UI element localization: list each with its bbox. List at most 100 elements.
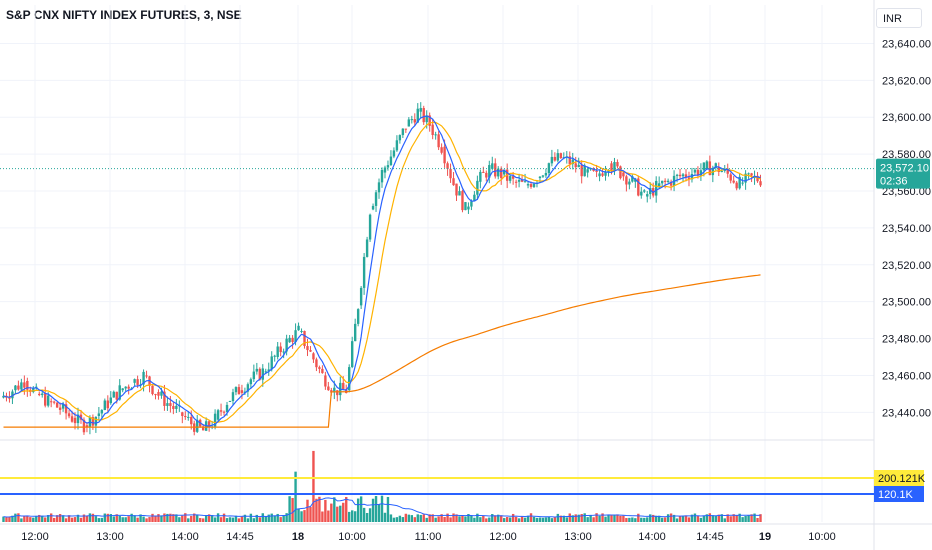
candle-down: [85, 425, 89, 428]
candle-down: [82, 419, 86, 433]
candle-up: [657, 183, 661, 188]
candle-up: [243, 391, 247, 393]
volume-bar-down: [148, 517, 151, 522]
currency-selector[interactable]: INR: [876, 8, 922, 28]
time-tick-label: 11:00: [415, 531, 442, 543]
volume-bar-down: [514, 516, 518, 522]
candle-down: [26, 380, 29, 390]
volume-bar-up: [383, 512, 387, 522]
volume-bar-down: [505, 516, 509, 522]
candle-up: [276, 346, 279, 357]
volume-bar-down: [127, 516, 130, 522]
candle-up: [386, 165, 390, 168]
candle-up: [374, 192, 378, 206]
volume-bar-up: [196, 514, 199, 522]
volume-bar-up: [178, 517, 181, 522]
volume-bar-down: [136, 517, 139, 522]
candle-up: [720, 170, 723, 172]
volume-level-label: 120.1K: [878, 489, 914, 501]
candle-down: [79, 414, 83, 420]
candle-down: [729, 174, 732, 181]
candle-up: [479, 171, 482, 182]
candle-up: [571, 159, 574, 165]
candle-up: [94, 416, 98, 426]
candle-down: [482, 171, 485, 173]
candle-up: [419, 108, 422, 112]
volume-bar-down: [67, 515, 71, 522]
candle-down: [428, 115, 431, 126]
volume-bar-down: [82, 514, 86, 522]
candle-up: [714, 163, 718, 168]
candle-down: [342, 382, 345, 390]
volume-bar-up: [285, 513, 288, 522]
volume-bar-up: [61, 515, 65, 522]
candle-down: [494, 163, 497, 177]
volume-bar-down: [461, 515, 464, 522]
candle-up: [216, 410, 220, 420]
volume-bar-down: [580, 514, 583, 522]
volume-bar-up: [589, 514, 592, 522]
volume-bar-up: [359, 496, 363, 522]
time-tick-label: 13:00: [96, 531, 124, 543]
volume-bar-up: [416, 514, 419, 522]
volume-bar-down: [553, 517, 557, 522]
candle-up: [502, 169, 506, 175]
volume-bar-up: [738, 513, 741, 522]
volume-bar-down: [500, 515, 503, 522]
candle-up: [634, 178, 637, 182]
volume-bar-up: [246, 518, 250, 522]
volume-bar-up: [467, 514, 470, 522]
volume-bar-up: [398, 515, 402, 522]
volume-bar-up: [649, 514, 652, 522]
volume-bar-up: [753, 513, 756, 522]
volume-bar-up: [479, 517, 482, 522]
candle-up: [628, 181, 631, 185]
volume-bar-down: [258, 517, 262, 522]
volume-bar-up: [270, 513, 273, 522]
candle-down: [625, 176, 628, 185]
candle-down: [327, 386, 330, 391]
candle-up: [646, 194, 649, 197]
candle-down: [595, 170, 598, 172]
candle-up: [613, 162, 616, 172]
volume-bar-down: [193, 513, 196, 522]
volume-bar-down: [145, 518, 148, 522]
candle-up: [550, 156, 554, 164]
volume-bar-down: [637, 513, 640, 522]
volume-bar-up: [386, 496, 390, 522]
candle-down: [404, 128, 408, 130]
volume-bar-up: [88, 513, 92, 522]
candle-up: [300, 330, 303, 332]
time-tick-label: 14:00: [638, 531, 666, 543]
volume-bar-down: [717, 514, 720, 522]
candle-up: [348, 367, 351, 391]
candle-up: [333, 387, 336, 393]
candle-down: [726, 168, 729, 174]
volume-bar-up: [350, 510, 354, 522]
candle-up: [693, 169, 697, 173]
candle-up: [97, 413, 101, 417]
volume-bar-up: [11, 515, 14, 522]
volume-bar-up: [234, 515, 238, 522]
candle-up: [744, 173, 747, 183]
candle-up: [425, 115, 428, 123]
volume-bar-up: [654, 515, 658, 522]
candle-down: [610, 163, 613, 172]
candle-up: [508, 176, 512, 181]
candle-down: [452, 178, 455, 186]
volume-bar-up: [672, 514, 676, 522]
volume-bar-up: [571, 515, 574, 522]
candle-up: [607, 170, 610, 172]
candle-down: [52, 401, 56, 403]
volume-bar-up: [362, 507, 366, 522]
candle-down: [443, 146, 446, 164]
candle-up: [434, 134, 437, 136]
volume-bar-down: [449, 517, 452, 522]
volume-bar-down: [291, 498, 294, 522]
candle-up: [196, 419, 199, 432]
candle-up: [654, 180, 658, 196]
volume-bar-up: [544, 517, 548, 522]
volume-bar-down: [452, 513, 455, 522]
volume-bar-up: [508, 517, 512, 522]
